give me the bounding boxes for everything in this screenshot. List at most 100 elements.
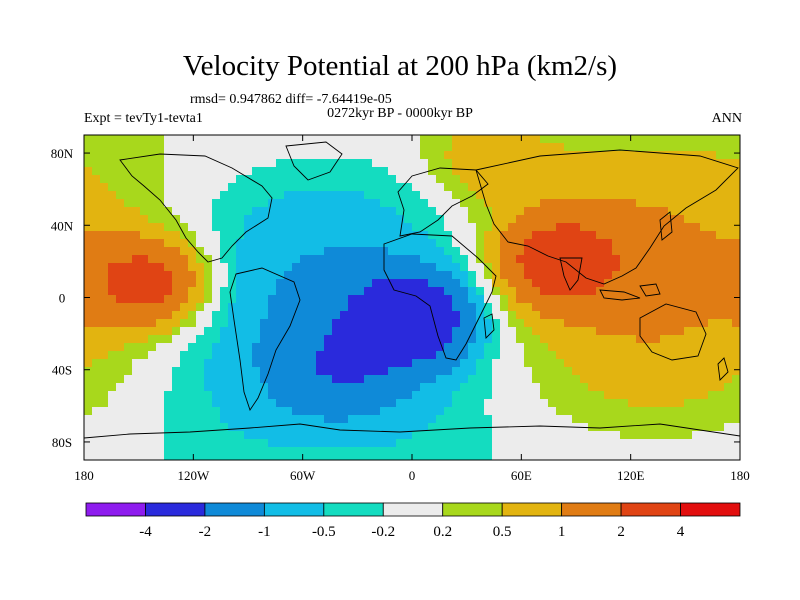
field-cell [452,279,461,288]
field-cell [524,199,533,208]
field-cell [420,343,429,352]
field-cell [380,215,389,224]
field-cell [356,191,365,200]
field-cell [284,415,293,424]
field-cell [588,367,597,376]
field-cell [596,223,605,232]
field-cell [452,391,461,400]
field-cell [484,247,493,256]
field-cell [284,239,293,248]
field-cell [492,279,501,288]
field-cell [124,399,133,408]
field-cell [500,431,509,440]
field-cell [652,375,661,384]
field-cell [444,271,453,280]
field-cell [364,407,373,416]
field-cell [468,159,477,168]
field-cell [404,167,413,176]
field-cell [636,151,645,160]
field-cell [348,407,357,416]
field-cell [580,375,589,384]
field-cell [316,319,325,328]
field-cell [92,311,101,320]
field-cell [692,447,701,456]
field-cell [412,151,421,160]
field-cell [124,215,133,224]
field-cell [348,183,357,192]
field-cell [492,455,501,460]
field-cell [708,415,717,424]
field-cell [468,295,477,304]
field-cell [124,295,133,304]
field-cell [460,375,469,384]
field-cell [244,455,253,460]
field-cell [508,199,517,208]
field-cell [484,311,493,320]
field-cell [140,215,149,224]
field-cell [364,351,373,360]
field-cell [572,383,581,392]
field-cell [84,407,93,416]
field-cell [332,343,341,352]
field-cell [412,239,421,248]
field-cell [556,383,565,392]
field-cell [172,191,181,200]
field-cell [596,159,605,168]
field-cell [84,143,93,152]
field-cell [540,295,549,304]
field-cell [324,207,333,216]
field-cell [476,327,485,336]
field-cell [532,295,541,304]
field-cell [332,351,341,360]
field-cell [180,255,189,264]
field-cell [732,375,740,384]
colorbar-label: 1 [558,524,566,540]
field-cell [548,359,557,368]
field-cell [484,255,493,264]
field-cell [180,271,189,280]
field-cell [428,271,437,280]
field-cell [220,215,229,224]
field-cell [636,159,645,168]
field-cell [468,135,477,144]
field-cell [116,143,125,152]
field-cell [180,383,189,392]
field-cell [124,191,133,200]
field-cell [676,399,685,408]
field-cell [468,375,477,384]
field-cell [660,391,669,400]
field-cell [252,175,261,184]
field-cell [412,231,421,240]
field-cell [332,207,341,216]
field-cell [356,199,365,208]
field-cell [276,295,285,304]
field-cell [500,207,509,216]
field-cell [732,327,740,336]
field-cell [156,455,165,460]
field-cell [644,175,653,184]
field-cell [684,319,693,328]
field-cell [332,231,341,240]
field-cell [524,263,533,272]
field-cell [636,255,645,264]
field-cell [628,383,637,392]
field-cell [684,159,693,168]
field-cell [484,351,493,360]
field-cell [340,327,349,336]
field-cell [348,431,357,440]
field-cell [164,255,173,264]
field-cell [324,359,333,368]
field-cell [180,247,189,256]
field-cell [276,255,285,264]
field-cell [116,327,125,336]
field-cell [132,423,141,432]
field-cell [668,455,677,460]
field-cell [556,375,565,384]
field-cell [332,199,341,208]
field-cell [452,263,461,272]
field-cell [252,335,261,344]
field-cell [84,135,93,144]
field-cell [540,399,549,408]
field-cell [380,271,389,280]
field-cell [556,167,565,176]
